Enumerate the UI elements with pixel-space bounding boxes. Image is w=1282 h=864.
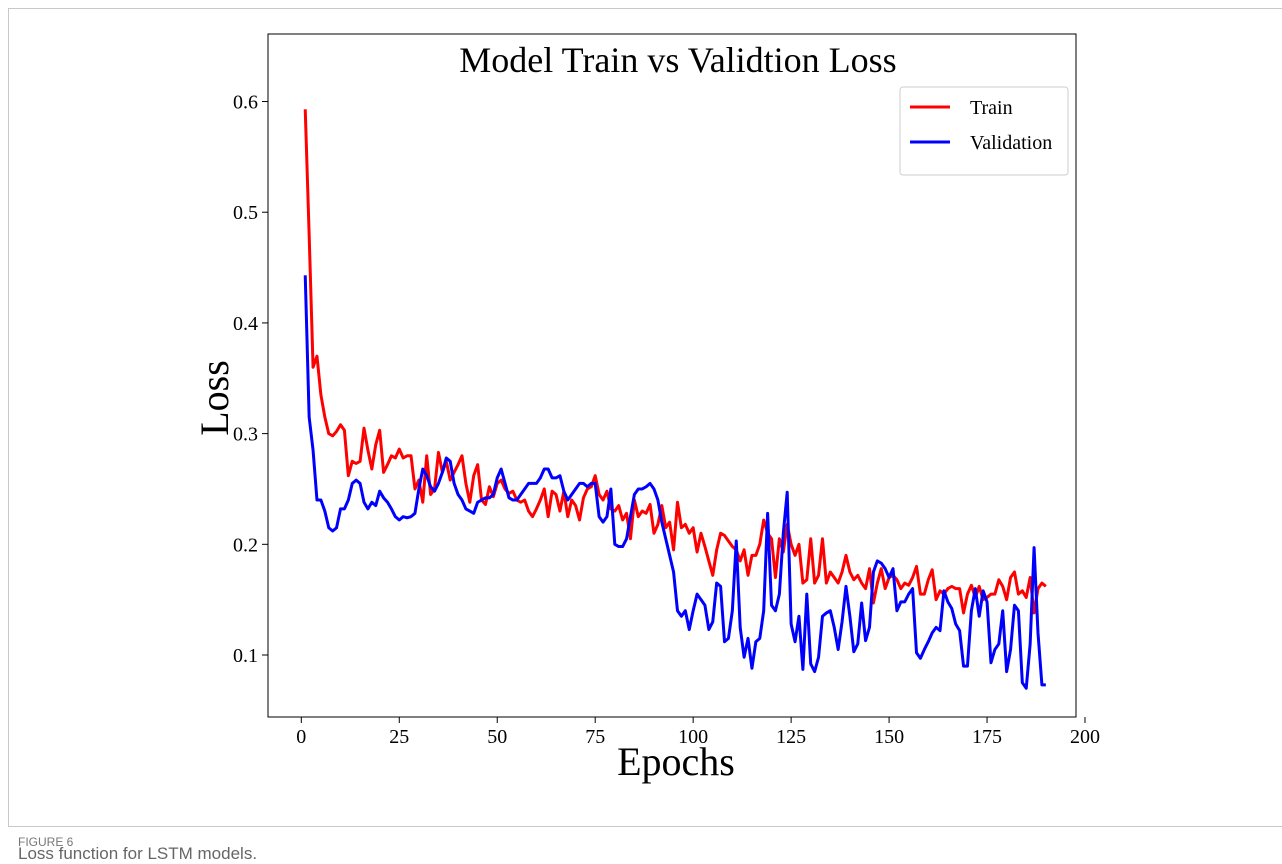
legend-label: Validation bbox=[970, 132, 1052, 154]
x-tick-label: 150 bbox=[874, 726, 904, 748]
x-tick-label: 175 bbox=[972, 726, 1002, 748]
series-line bbox=[303, 109, 1047, 615]
series-line bbox=[303, 275, 1046, 690]
x-tick-label: 0 bbox=[296, 726, 306, 748]
x-tick-label: 25 bbox=[389, 726, 409, 748]
y-axis-label: Loss bbox=[192, 360, 237, 436]
y-tick-label: 0.3 bbox=[233, 424, 258, 446]
figure-border bbox=[8, 8, 1282, 827]
x-tick-label: 75 bbox=[585, 726, 605, 748]
y-tick-label: 0.1 bbox=[233, 645, 258, 667]
x-tick-label: 100 bbox=[678, 726, 708, 748]
y-tick-label: 0.6 bbox=[233, 92, 258, 114]
figure-caption: Loss function for LSTM models. bbox=[18, 844, 257, 863]
x-tick-label: 125 bbox=[776, 726, 806, 748]
y-tick-label: 0.4 bbox=[233, 313, 258, 335]
x-axis-label: Epochs bbox=[617, 739, 735, 784]
y-tick-label: 0.2 bbox=[233, 534, 258, 556]
x-tick-label: 200 bbox=[1070, 726, 1100, 748]
figure-label: FIGURE 6 bbox=[18, 835, 74, 849]
chart-title: Model Train vs Validtion Loss bbox=[459, 40, 896, 80]
x-tick-label: 50 bbox=[487, 726, 507, 748]
legend-label: Train bbox=[970, 97, 1013, 119]
y-tick-label: 0.5 bbox=[233, 202, 258, 224]
legend-box bbox=[899, 86, 1069, 176]
plot-frame bbox=[267, 33, 1077, 718]
